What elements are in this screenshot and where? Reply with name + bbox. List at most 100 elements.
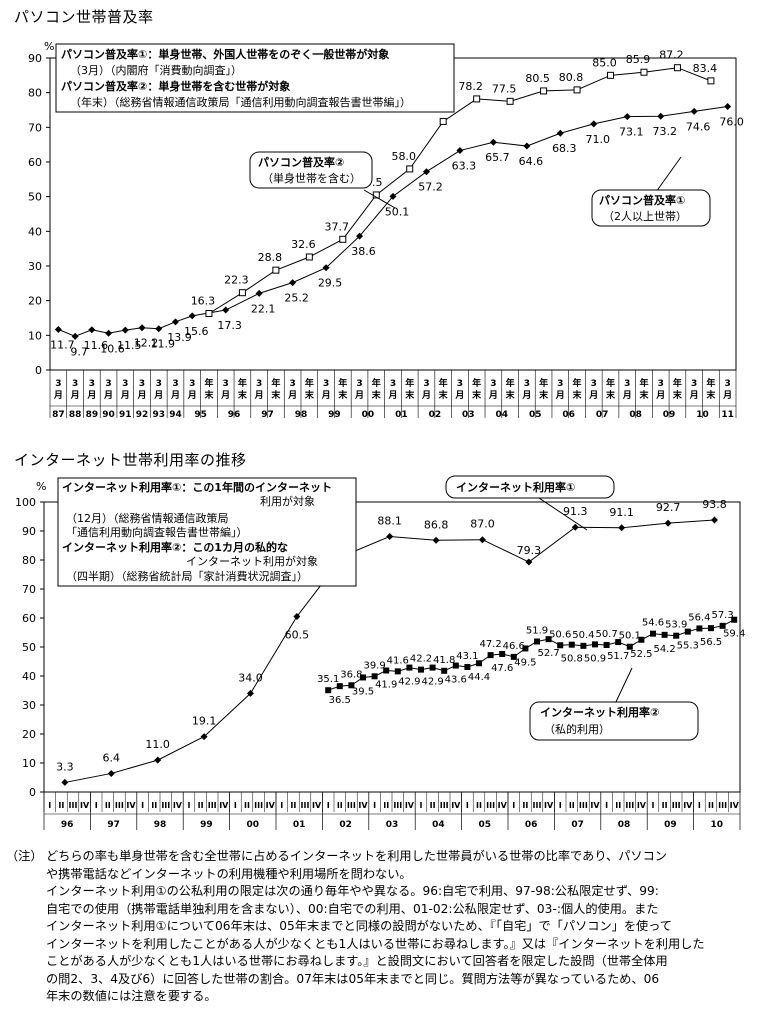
series-pc2-value-label: 87.2 [659, 49, 684, 62]
series-net2-point [383, 667, 390, 674]
x-year-label: 98 [154, 820, 167, 830]
series-pc1-point [105, 329, 113, 337]
series-net2-value-label: 43.1 [456, 651, 478, 662]
x-tick-label: 年 [539, 377, 548, 389]
series-net2-point [429, 664, 436, 671]
x-tick-label: 月 [689, 390, 699, 401]
x-year-label: 01 [395, 410, 408, 420]
y-tick-label: 50 [22, 641, 36, 654]
series-net2-point [696, 625, 703, 632]
x-quarter-label: I [652, 801, 655, 810]
series-pc1-point [71, 332, 79, 340]
x-quarter-label: II [244, 801, 250, 810]
series-net1-point [154, 756, 162, 764]
footnote-line: ことがある人が少なくとも1人はいる世帯にお尋ねします。』と設問文において回答者を… [46, 954, 668, 968]
x-quarter-label: IV [590, 801, 600, 810]
x-tick-label: 月 [287, 390, 297, 401]
series-pc1-point [724, 103, 732, 111]
series-net2-point [452, 662, 459, 669]
x-tick-label: 年 [606, 377, 615, 389]
x-tick-label: 3 [323, 379, 329, 389]
x-quarter-label: III [486, 801, 495, 810]
series-pc2-value-label: 85.0 [592, 56, 617, 69]
series-net2-value-label: 39.5 [352, 686, 374, 697]
series-net2-value-label: 49.5 [514, 657, 536, 668]
series-pc1-value-label: 10.6 [100, 342, 125, 355]
series-net2-value-label: 39.9 [363, 660, 385, 671]
series-net2-point [325, 687, 332, 694]
x-quarter-label: IV [358, 801, 368, 810]
x-quarter-label: II [569, 801, 575, 810]
x-tick-label: 末 [672, 389, 683, 401]
series-net2-point [499, 650, 506, 657]
series-net2-point [557, 642, 564, 649]
series-net2-value-label: 50.7 [595, 629, 617, 640]
chart2-legend-line-6: インターネット利用が対象 [186, 554, 318, 568]
series-net1-value-label: 34.0 [238, 671, 263, 684]
x-year-label: 89 [86, 410, 99, 420]
series-pc1-value-label: 38.6 [351, 245, 376, 258]
series-pc2-value-label: 78.2 [458, 80, 483, 93]
series-net2-point [603, 641, 610, 648]
series-pc1-point [356, 232, 364, 240]
x-tick-label: 3 [390, 379, 396, 389]
x-tick-label: 3 [223, 379, 229, 389]
y-tick-label: 40 [28, 225, 42, 238]
x-quarter-label: I [188, 801, 191, 810]
x-quarter-label: IV [266, 801, 276, 810]
series-net1-value-label: 3.3 [56, 760, 74, 773]
y-tick-label: 80 [28, 87, 42, 100]
x-year-label: 06 [525, 820, 538, 830]
y-tick-label: 60 [22, 612, 36, 625]
series-pc2-point [238, 289, 246, 297]
series-net2-point [545, 636, 552, 643]
x-quarter-label: I [327, 801, 330, 810]
series-pc1-value-label: 15.6 [184, 325, 209, 338]
x-tick-label: 年 [305, 377, 314, 389]
x-quarter-label: IV [126, 801, 136, 810]
footnote-line: や携帯電話などインターネットの利用機種や利用場所を問わない。 [46, 866, 412, 881]
series-net2-value-label: 41.9 [375, 679, 397, 690]
chart2-legend-line-5: インターネット利用率②：この1カ月の私的な [62, 540, 288, 554]
chart2-legend-line-3: （12月）（総務省情報通信政策局 [66, 511, 229, 525]
series-net1-point [61, 778, 69, 786]
series-net1-point [386, 533, 394, 541]
y-tick-label: 90 [22, 525, 36, 538]
footnote-line: 年末の数値には注意を要する。 [46, 989, 217, 1003]
x-quarter-label: III [533, 801, 542, 810]
series-pc2-point [707, 77, 715, 85]
series-net1-value-label: 93.8 [702, 498, 727, 511]
x-quarter-label: III [115, 801, 124, 810]
x-year-label: 00 [362, 410, 375, 420]
x-quarter-label: III [254, 801, 263, 810]
series-net2-point [580, 642, 587, 649]
x-tick-label: 年 [673, 377, 682, 389]
series-pc1-point [422, 168, 430, 176]
x-year-label: 88 [69, 410, 82, 420]
chart2-callout-net1: インターネット利用率① [445, 475, 615, 531]
x-tick-label: 年 [372, 377, 381, 389]
series-pc2-line [208, 67, 712, 314]
series-pc1-value-label: 11.9 [151, 338, 176, 351]
series-pc2-point [673, 64, 681, 72]
series-net2-value-label: 42.9 [421, 677, 443, 688]
x-tick-label: 年 [472, 377, 481, 389]
series-pc2-value-label: 80.8 [559, 71, 584, 84]
x-year-label: 10 [711, 820, 724, 830]
series-net2-value-label: 54.6 [642, 618, 664, 629]
series-pc1-value-label: 71.0 [586, 133, 611, 146]
series-net1-point [200, 733, 208, 741]
series-pc1-point [188, 312, 196, 320]
x-quarter-label: IV [80, 801, 90, 810]
chart1-unit: % [44, 40, 54, 53]
x-tick-label: 3 [105, 379, 111, 389]
series-pc1-point [657, 112, 665, 120]
series-pc2-point [573, 86, 581, 94]
x-tick-label: 末 [404, 389, 415, 401]
x-tick-label: 月 [722, 390, 732, 401]
chart2-callout-net2: インターネット利用率② （私的利用） [529, 667, 699, 741]
x-quarter-label: I [95, 801, 98, 810]
x-year-label: 91 [119, 410, 132, 420]
y-tick-label: 10 [22, 757, 36, 770]
chart2-legend-box: インターネット利用率①：この1年間のインターネット 利用が対象 （12月）（総務… [57, 477, 357, 587]
